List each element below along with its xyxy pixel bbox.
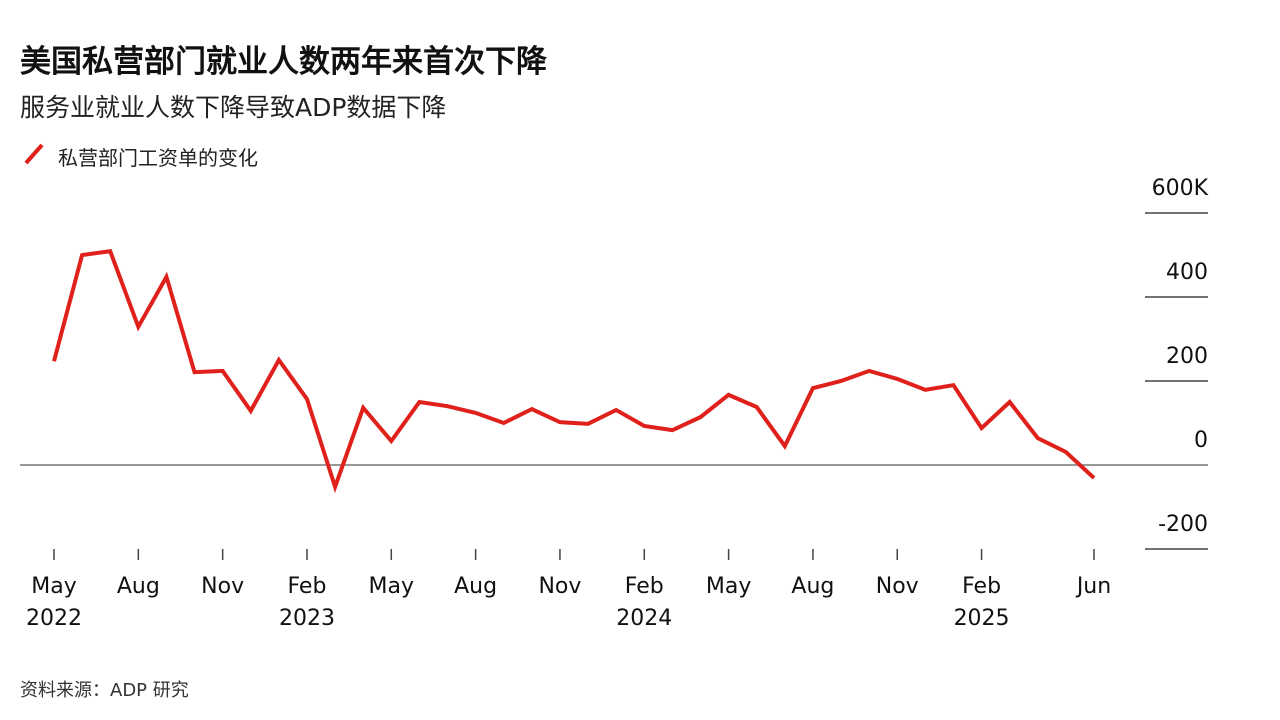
x-tick-label: Feb 2024 bbox=[616, 574, 673, 631]
x-tick-label: Aug bbox=[454, 574, 498, 599]
y-tick-label: 0 bbox=[1194, 428, 1208, 453]
x-tick-label: May bbox=[705, 574, 752, 599]
x-tick-label: Feb 2023 bbox=[278, 574, 335, 631]
y-tick-label: 200 bbox=[1166, 344, 1208, 369]
x-tick-label: Nov bbox=[875, 574, 919, 599]
chart-title: 美国私营部门就业人数两年来首次下降 bbox=[20, 44, 547, 80]
x-tick-label: Nov bbox=[538, 574, 582, 599]
x-tick-label: Feb 2025 bbox=[953, 574, 1010, 631]
line-series bbox=[52, 249, 1096, 494]
x-tick-label: May bbox=[368, 574, 415, 599]
x-tick-label: Jun bbox=[1076, 574, 1112, 599]
y-tick-label: 400 bbox=[1166, 260, 1208, 285]
source: 资料来源：ADP 研究 bbox=[20, 680, 189, 701]
y-tick-label: -200 bbox=[1158, 512, 1208, 537]
legend-label: 私营部门工资单的变化 bbox=[58, 146, 258, 170]
x-tick-label: Aug bbox=[791, 574, 835, 599]
x-tick-label: May 2022 bbox=[26, 574, 82, 631]
chart-subtitle: 服务业就业人数下降导致ADP数据下降 bbox=[20, 93, 447, 122]
x-tick-label: Aug bbox=[116, 574, 160, 599]
x-tick-label: Nov bbox=[201, 574, 245, 599]
legend-swatch bbox=[24, 143, 44, 165]
y-tick-label: 600K bbox=[1152, 176, 1209, 201]
